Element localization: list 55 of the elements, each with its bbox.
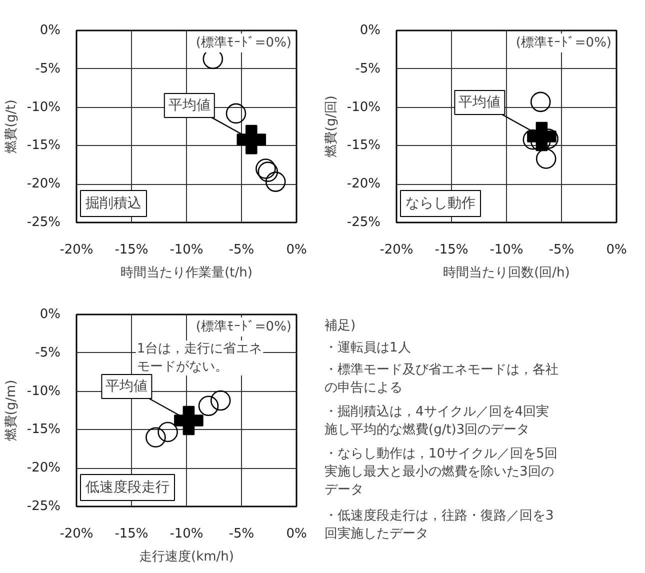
y-tick-label: -5% <box>35 345 61 360</box>
y-tick-label: -25% <box>26 499 61 514</box>
annotation: 掘削積込 <box>86 196 142 212</box>
x-tick-label: -10% <box>490 242 524 258</box>
y-axis-title: 燃費(g/m) <box>4 380 19 442</box>
annotation: 平均値 <box>168 98 210 114</box>
text: ・掘削積込は，4サイクル／回を4回実施し平均的な燃費(g/t)3回のデータ <box>324 404 550 438</box>
x-tick-label: -20% <box>60 526 94 542</box>
x-tick-label: 0% <box>286 526 307 542</box>
annotation: 1台は，走行に省エネモードがない。 <box>136 342 262 374</box>
y-tick-label: -10% <box>346 100 381 115</box>
y-tick-label: -15% <box>346 138 381 154</box>
x-tick-label: -15% <box>434 242 468 258</box>
y-tick-label: -10% <box>26 384 61 399</box>
y-tick-label: -25% <box>346 215 381 230</box>
text: 補足) <box>324 318 356 334</box>
x-tick-label: -10% <box>170 242 204 258</box>
text: ・標準モード及び省エネモードは，各社の申告による <box>324 362 558 396</box>
x-tick-label: -5% <box>548 242 574 258</box>
y-tick-label: 0% <box>40 307 60 322</box>
annotation: 平均値 <box>106 378 148 394</box>
annotation: (標準ﾓｰﾄﾞ=0%) <box>516 36 612 50</box>
annotation: (標準ﾓｰﾄﾞ=0%) <box>196 320 292 334</box>
y-tick-label: -10% <box>26 100 61 115</box>
y-tick-label: 0% <box>360 23 380 38</box>
annotation: 低速度段走行 <box>86 480 170 496</box>
x-tick-label: 0% <box>286 242 307 258</box>
x-tick-label: 0% <box>606 242 627 258</box>
annotation: ならし動作 <box>406 196 476 212</box>
y-axis-title: 燃費(g/回) <box>324 96 339 158</box>
x-tick-label: -10% <box>170 526 204 542</box>
text: ・ならし動作は，10サイクル／回を5回実施し最大と最小の燃費を除いた3回のデータ <box>324 446 558 498</box>
x-axis-title: 時間当たり作業量(t/h) <box>120 266 252 280</box>
y-tick-label: -5% <box>35 61 61 76</box>
y-tick-label: 0% <box>40 23 60 38</box>
y-tick-label: -20% <box>26 460 61 476</box>
y-tick-label: -20% <box>346 176 381 192</box>
text: ・運転員は1人 <box>324 340 411 356</box>
annotation: (標準ﾓｰﾄﾞ=0%) <box>196 36 292 50</box>
y-tick-label: -15% <box>26 138 61 154</box>
x-tick-label: -5% <box>228 526 254 542</box>
annotation: 平均値 <box>458 94 501 110</box>
x-tick-label: -5% <box>228 242 254 258</box>
y-tick-label: -15% <box>26 422 61 438</box>
y-axis-title: 燃費(g/t) <box>4 100 19 154</box>
x-tick-label: -20% <box>60 242 94 258</box>
y-tick-label: -20% <box>26 176 61 192</box>
x-axis-title: 走行速度(km/h) <box>139 548 234 564</box>
x-axis-title: 時間当たり回数(回/h) <box>443 266 570 280</box>
x-tick-label: -15% <box>114 526 148 542</box>
y-tick-label: -5% <box>355 61 381 76</box>
x-tick-label: -15% <box>114 242 148 258</box>
text: ・低速度段走行は，往路・復路／回を3回実施したデータ <box>324 508 554 542</box>
x-tick-label: -20% <box>380 242 414 258</box>
y-tick-label: -25% <box>26 215 61 230</box>
